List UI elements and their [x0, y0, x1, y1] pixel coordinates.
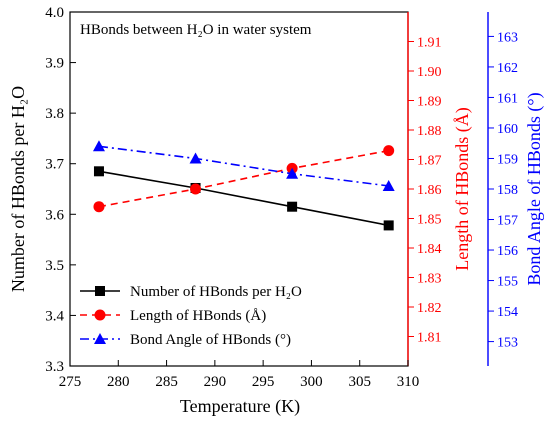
legend-marker: [95, 286, 105, 296]
series-3: [92, 140, 395, 191]
y-right2-tick-label: 159: [497, 152, 518, 167]
data-point: [93, 201, 105, 213]
series-2: [93, 145, 395, 213]
x-tick-label: 280: [107, 374, 130, 390]
y-left-tick-label: 3.8: [45, 106, 64, 122]
legend-label: Bond Angle of HBonds (°): [130, 332, 291, 348]
legend-marker: [94, 309, 106, 321]
data-point: [189, 152, 202, 164]
y-right1-tick-label: 1.89: [417, 95, 442, 110]
x-tick-label: 290: [204, 374, 227, 390]
y-right1-tick-label: 1.85: [417, 213, 442, 228]
y-right1-tick-label: 1.87: [417, 154, 442, 169]
y-axis-right1-label: Length of HBonds (Å): [452, 107, 473, 270]
y-right2-tick-label: 157: [497, 214, 518, 229]
y-right2-tick-label: 154: [497, 305, 518, 320]
x-tick-label: 285: [155, 374, 178, 390]
x-tick-label: 275: [59, 374, 82, 390]
y-left-tick-label: 3.7: [45, 157, 64, 173]
y-right1-tick-label: 1.82: [417, 301, 442, 316]
y-left-tick-label: 3.9: [45, 56, 64, 72]
legend-label: Number of HBonds per H₂O: [130, 284, 302, 300]
y-right2-tick-label: 162: [497, 61, 518, 76]
data-point: [383, 145, 395, 157]
data-point: [286, 167, 299, 179]
y-right1-tick-label: 1.84: [417, 242, 442, 257]
x-tick-label: 300: [300, 374, 323, 390]
series-line: [98, 145, 389, 187]
y-right1-tick-label: 1.90: [417, 65, 442, 80]
y-axis-right2-label: Bond Angle of HBonds (°): [524, 92, 545, 285]
legend-label: Length of HBonds (Å): [130, 308, 266, 324]
y-right2-tick-label: 161: [497, 91, 518, 106]
y-right2-tick-label: 153: [497, 336, 518, 351]
series-line: [98, 170, 389, 227]
y-right1-tick-label: 1.86: [417, 183, 442, 198]
data-point: [383, 220, 394, 231]
y-right2-tick-label: 163: [497, 30, 518, 45]
data-point: [92, 140, 105, 152]
legend-marker: [94, 333, 106, 344]
data-point: [382, 179, 395, 191]
y-axis-left-label: Number of HBonds per H₂O: [8, 86, 28, 292]
x-axis-label: Temperature (K): [180, 396, 300, 417]
x-tick-label: 295: [252, 374, 275, 390]
data-point: [190, 183, 202, 195]
x-tick-label: 305: [348, 374, 371, 390]
series-1: [93, 166, 394, 231]
y-right2-tick-label: 155: [497, 275, 518, 290]
x-tick-label: 310: [397, 374, 420, 390]
chart-title: HBonds between H₂O in water system: [80, 22, 312, 38]
y-left-tick-label: 3.3: [45, 359, 64, 375]
series-line: [98, 149, 389, 208]
data-point: [93, 166, 104, 177]
y-left-tick-label: 3.4: [45, 308, 64, 324]
y-right1-tick-label: 1.91: [417, 36, 442, 51]
y-right1-tick-label: 1.83: [417, 272, 442, 287]
y-right2-tick-label: 156: [497, 244, 518, 259]
series-layer: [92, 140, 395, 231]
y-right2-tick-label: 160: [497, 122, 518, 137]
y-left-tick-label: 3.5: [45, 258, 64, 274]
y-left-tick-label: 4.0: [45, 5, 64, 21]
y-right1-tick-label: 1.88: [417, 124, 442, 139]
legend: Number of HBonds per H₂O Length of HBonds…: [80, 284, 302, 348]
axis-ticks: 275 280 285 290 295 300 305 310 3.3 3.4 3.5 3.6 3.7 3…: [45, 5, 518, 390]
data-point: [287, 201, 298, 212]
y-left-tick-label: 3.6: [45, 207, 64, 223]
y-right1-tick-label: 1.81: [417, 331, 442, 346]
y-right2-tick-label: 158: [497, 183, 518, 198]
